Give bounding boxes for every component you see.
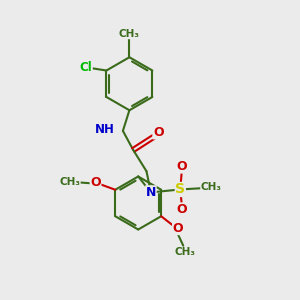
Text: N: N [146,186,156,199]
Text: Cl: Cl [80,61,92,74]
Text: CH₃: CH₃ [59,176,80,187]
Text: CH₃: CH₃ [174,248,195,257]
Text: O: O [176,160,187,173]
Text: S: S [175,182,185,197]
Text: CH₃: CH₃ [119,29,140,39]
Text: O: O [172,221,183,235]
Text: O: O [153,126,164,139]
Text: NH: NH [95,123,115,136]
Text: O: O [90,176,101,189]
Text: CH₃: CH₃ [201,182,222,192]
Text: O: O [176,203,187,216]
